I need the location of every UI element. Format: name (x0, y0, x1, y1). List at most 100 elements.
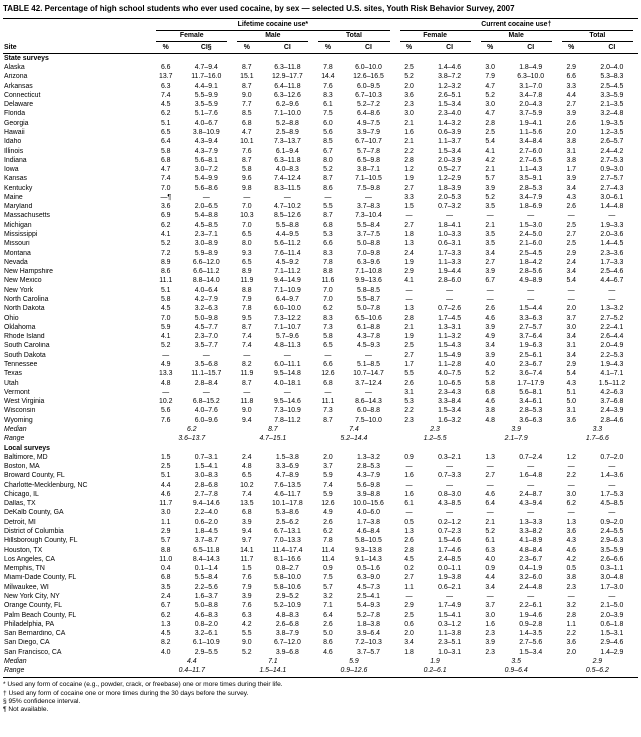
value-cell: 5.8–10.0 (273, 574, 301, 582)
value-cell: 9.0 (242, 639, 252, 647)
value-cell: 1.1 (404, 583, 414, 591)
value-cell: 5.6–8.1 (194, 156, 218, 164)
value-cell: 6.6 (566, 73, 577, 81)
value-cell: 2.8–6.0 (438, 277, 462, 285)
value-cell: 4.4 (485, 574, 495, 582)
table-row: Miami-Dade County, FL 6.8 5.5–8.4 7.6 5.8–10… (3, 574, 638, 583)
value-cell: 10.0–15.6 (353, 500, 384, 508)
table-row: Rhode Island 4.1 2.3–7.0 7.4 5.7–9.6 5.8 4.3–7… (3, 333, 638, 342)
value-cell: 3.9 (242, 593, 252, 601)
value-cell: 6.6 (323, 360, 333, 368)
value-cell: 4.7–9.4 (194, 63, 218, 71)
value-cell: 0.8–2.7 (275, 565, 299, 573)
value-cell: 3.9 (566, 175, 577, 183)
group-header: Lifetime cocaine use* (151, 17, 395, 32)
value-cell: 4.9 (160, 360, 171, 368)
value-cell: 3.3 (404, 193, 414, 201)
value-cell: 1.8–4.5 (194, 528, 218, 536)
value-cell: — (202, 388, 210, 396)
value-cell: 11.0 (159, 555, 173, 563)
value-cell: 5.5 (242, 630, 252, 638)
value-cell: 7.0 (323, 286, 333, 294)
value-cell: 4.0–6.4 (194, 286, 218, 294)
value-cell: 6.1–9.4 (275, 147, 299, 155)
value-cell: — (486, 296, 494, 304)
data-table: Lifetime cocaine use* Current cocaine use… (3, 17, 638, 679)
value-cell: 8.3 (323, 249, 333, 257)
value-cell: 0.7–3.1 (194, 453, 218, 461)
value-cell: 4.7 (485, 110, 495, 118)
subgroup-header: Female (151, 32, 232, 43)
section-row: Local surveys (3, 444, 638, 453)
value-cell: — (527, 463, 535, 471)
value-cell: 1.3–3.2 (356, 453, 380, 461)
value-cell: 4.3–7.8 (356, 333, 380, 341)
summary-cell: 3.5 (511, 657, 521, 665)
value-cell: 0.6–2.0 (194, 518, 218, 526)
value-cell: 7.5 (323, 574, 333, 582)
value-cell: 0.6–3.9 (438, 128, 462, 136)
value-cell: 5.8 (242, 166, 252, 174)
value-cell: — (405, 463, 413, 471)
value-cell: 7.5–9.8 (356, 184, 380, 192)
value-cell: 3.2–6.0 (519, 574, 543, 582)
value-cell: 3.0 (404, 110, 414, 118)
value-cell: 3.2–6.1 (194, 630, 218, 638)
value-cell: 4.7–10.2 (273, 203, 301, 211)
value-cell: 5.1 (160, 472, 171, 480)
value-cell: 4.1–7.1 (600, 370, 624, 378)
table-row: North Carolina 5.8 4.2–7.9 7.9 6.4–9.7 7.0 5.5… (3, 295, 638, 304)
value-cell: 8.5–12.6 (273, 212, 301, 220)
value-cell: 1.0–3.3 (438, 231, 462, 239)
value-cell: 2.7 (404, 221, 414, 229)
value-cell: 8.7 (323, 175, 333, 183)
value-cell: 2.0–3.6 (600, 231, 624, 239)
subgroup-header: Female (395, 32, 476, 43)
value-cell: 2.1 (485, 166, 495, 174)
table-row: Kentucky 7.0 5.6–8.6 9.8 8.3–11.5 8.6 7.5–9.8 2… (3, 184, 638, 193)
value-cell: 1.1–3.8 (438, 630, 462, 638)
value-cell: 2.4 (404, 249, 414, 257)
value-cell: 1.3 (566, 518, 577, 526)
summary-label: Range (3, 666, 152, 679)
table-row: Illinois 5.8 4.3–7.9 7.6 6.1–9.4 6.7 5.7–7.8 2.… (3, 147, 638, 156)
value-cell: 6.8 (242, 119, 252, 127)
value-cell: 6.6–12.0 (192, 258, 220, 266)
table-row: Delaware 4.5 3.5–5.9 7.7 6.2–9.6 6.1 5.2–7.2 2.… (3, 100, 638, 109)
value-cell: 1.5–4.1 (194, 463, 218, 471)
site-cell: Baltimore, MD (4, 453, 48, 461)
value-cell: 4.0–6.7 (194, 119, 218, 127)
value-cell: — (567, 286, 575, 294)
value-cell: 11.8 (240, 398, 254, 406)
value-cell: 7.6 (160, 416, 171, 424)
value-cell: — (527, 481, 535, 489)
site-cell: Chicago, IL (4, 490, 39, 498)
value-cell: 3.8–7.9 (275, 630, 299, 638)
value-cell: 5.4–8.8 (194, 212, 218, 220)
table-row: Utah 4.8 2.8–8.4 8.7 4.0–18.1 6.8 3.7–12.4 2.6 1… (3, 379, 638, 388)
summary-row: Median 6.2 8.7 7.4 2.3 3.9 3.3 (3, 425, 638, 434)
value-cell: 2.0–4.3 (519, 101, 543, 109)
value-cell: 4.5–9.3 (356, 342, 380, 350)
value-cell: 2.9–6.3 (600, 537, 624, 545)
site-cell: Alaska (4, 63, 25, 71)
value-cell: 7.8 (242, 305, 252, 313)
table-row: Kansas 7.4 5.4–9.9 9.6 7.4–12.4 8.7 7.1–10.5 1.… (3, 175, 638, 184)
value-cell: 6.0–8.8 (356, 407, 380, 415)
value-cell: 6.5 (323, 342, 333, 350)
value-cell: 13.5 (240, 500, 254, 508)
value-cell: 3.7–7.5 (356, 231, 380, 239)
value-cell: 2.5 (404, 342, 414, 350)
value-cell: 3.0 (485, 101, 495, 109)
value-cell: 3.0–7.2 (194, 166, 218, 174)
value-cell: 3.9–6.8 (275, 648, 299, 656)
value-cell: 2.7 (485, 472, 495, 480)
value-cell: 3.0 (485, 63, 495, 71)
value-cell: 4.2–7.9 (194, 296, 218, 304)
value-cell: 7.4 (242, 490, 252, 498)
site-cell: Tennessee (4, 360, 38, 368)
value-cell: — (446, 212, 454, 220)
table-row: Massachusetts 6.9 5.4–8.8 10.3 8.5–12.6 8.7 7.… (3, 212, 638, 221)
value-cell: 3.3 (566, 82, 577, 90)
value-cell: 8.0 (323, 156, 333, 164)
